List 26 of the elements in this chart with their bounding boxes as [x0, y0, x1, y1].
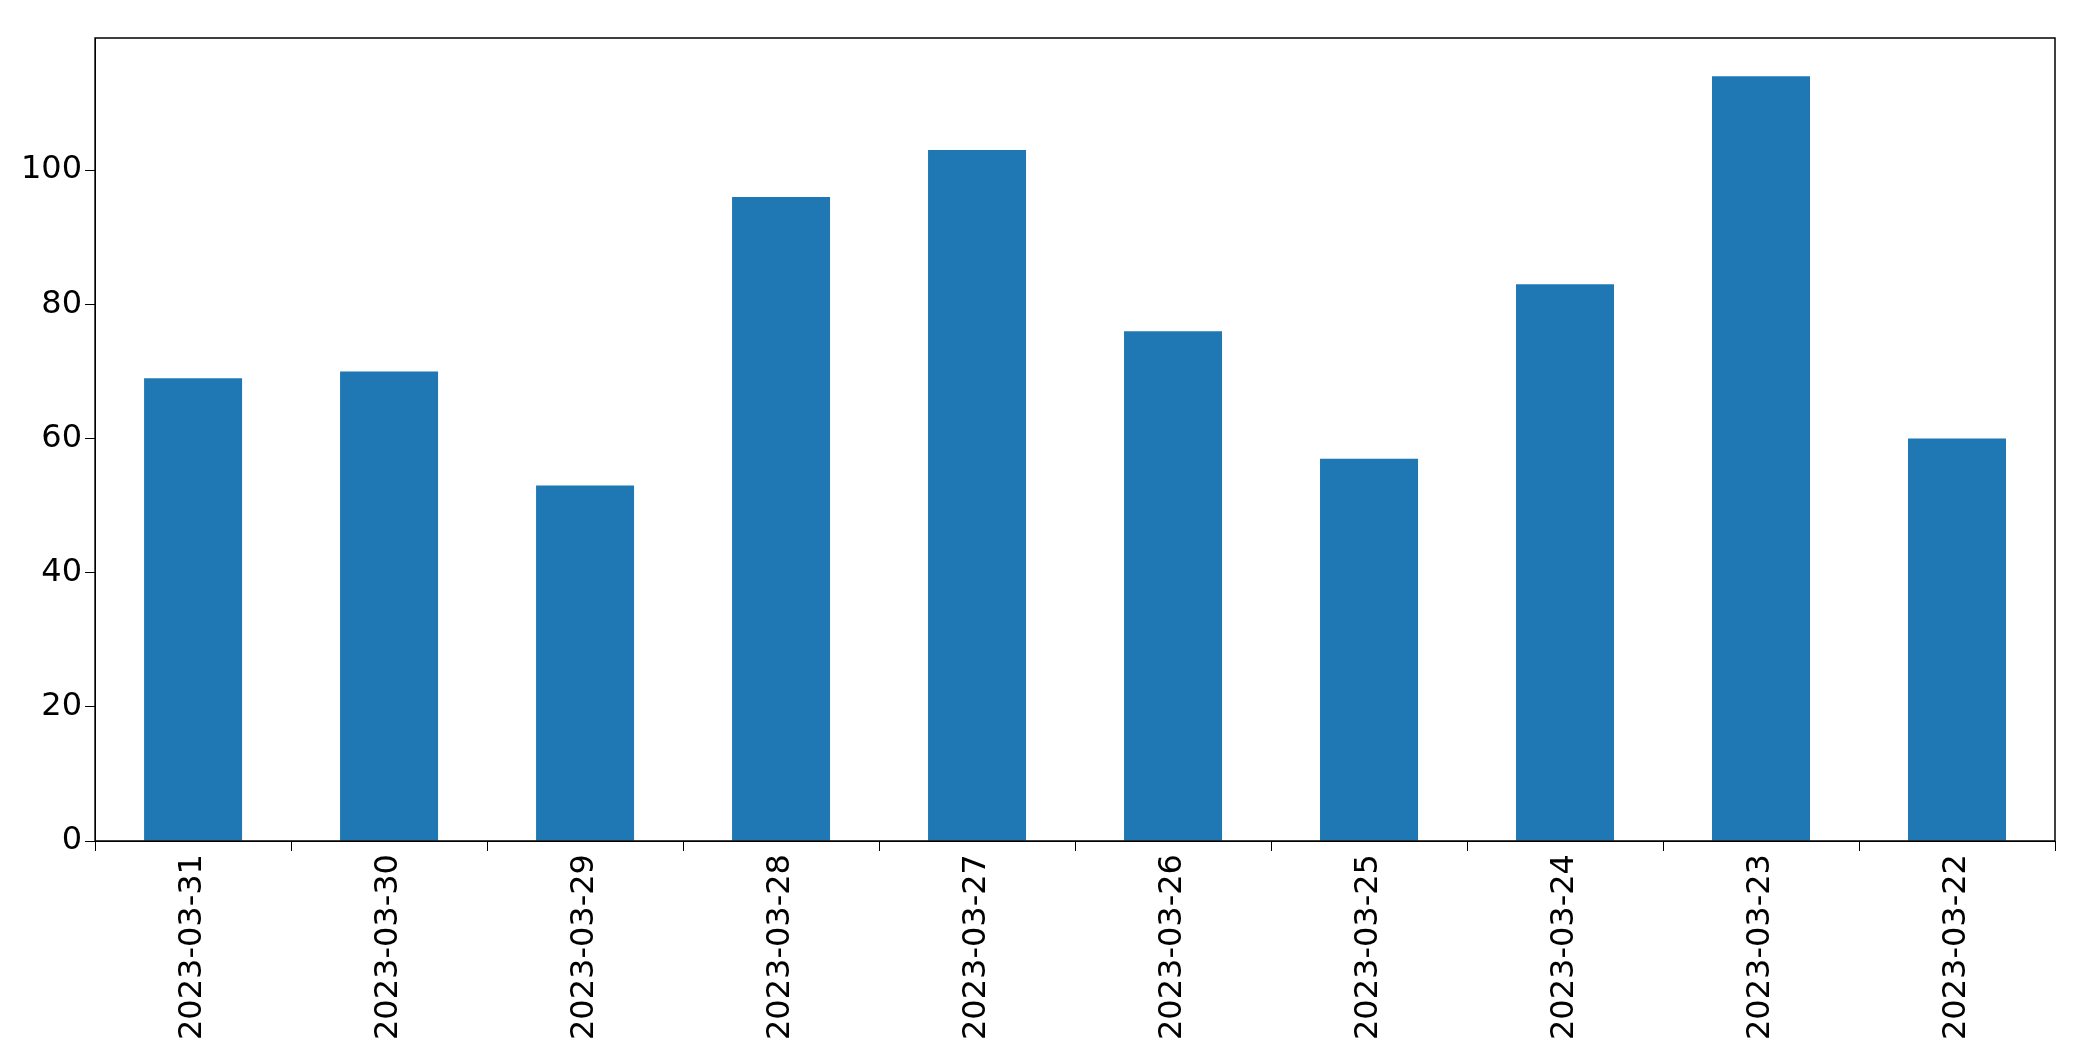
bar	[340, 371, 439, 841]
x-tick-label: 2023-03-26	[1151, 854, 1190, 1040]
x-tick-label: 2023-03-22	[1935, 854, 1974, 1040]
bar	[144, 378, 243, 841]
x-tick-label: 2023-03-30	[367, 854, 406, 1040]
bar	[1320, 458, 1419, 841]
y-tick-label: 80	[41, 282, 83, 321]
bar	[732, 197, 831, 841]
x-tick-label: 2023-03-23	[1739, 854, 1778, 1040]
x-tick-label: 2023-03-27	[955, 854, 994, 1040]
x-tick-label: 2023-03-24	[1543, 854, 1582, 1040]
bar	[1124, 331, 1223, 841]
y-tick-label: 40	[41, 551, 83, 589]
bar	[928, 150, 1027, 841]
x-tick-label: 2023-03-29	[563, 854, 602, 1040]
x-tick-label: 2023-03-25	[1347, 854, 1386, 1040]
bar	[1516, 284, 1615, 841]
bar	[536, 485, 635, 841]
bar	[1908, 438, 2006, 841]
y-tick-label: 0	[61, 819, 83, 858]
y-tick-label: 100	[21, 148, 83, 187]
bar	[1712, 76, 1811, 841]
x-tick-label: 2023-03-28	[759, 854, 798, 1040]
y-tick-label: 60	[41, 416, 83, 455]
y-tick-label: 20	[41, 685, 83, 724]
x-tick-label: 2023-03-31	[171, 854, 210, 1040]
